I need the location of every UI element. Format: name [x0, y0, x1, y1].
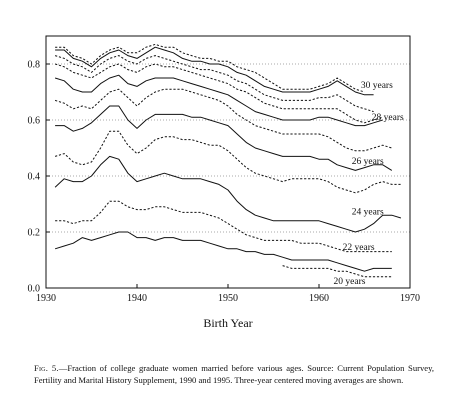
axes: 1930 1940 1950 1960 1970 0.0 0.2 0.4 0.6 0.8	[28, 60, 421, 305]
series-line-11	[282, 265, 392, 278]
chart: 1930 1940 1950 1960 1970 0.0 0.2 0.4 0.6 0.8 30 y…	[28, 35, 421, 330]
caption-label: Fig. 5.	[34, 363, 59, 373]
y-tick-label-0: 0.0	[28, 284, 41, 295]
series-line-1	[55, 46, 374, 96]
series-label-1: 28 years	[372, 113, 404, 123]
series-label-4: 22 years	[343, 243, 375, 253]
series-line-2	[54, 55, 374, 113]
series-line-0	[55, 43, 365, 93]
x-tick-label-1: 1940	[127, 293, 147, 304]
series-line-4	[54, 74, 383, 127]
x-tick-label-0: 1930	[36, 293, 56, 304]
series-line-9	[55, 200, 392, 253]
series-line-6	[55, 105, 393, 171]
y-tick-label-3: 0.6	[28, 116, 41, 127]
y-tick-label-1: 0.2	[28, 228, 41, 239]
series-line-8	[54, 155, 402, 233]
series-layer	[54, 43, 402, 278]
series-label-2: 26 years	[352, 157, 384, 167]
x-tick-label-4: 1970	[400, 293, 420, 304]
y-tick-label-4: 0.8	[28, 60, 41, 71]
series-label-3: 24 years	[352, 207, 384, 217]
x-axis-title: Birth Year	[203, 316, 252, 330]
chart-svg: 1930 1940 1950 1960 1970 0.0 0.2 0.4 0.6 0.8 30 y…	[28, 35, 421, 330]
line-labels: 30 years 28 years 26 years 24 years 22 years…	[334, 81, 404, 287]
x-tick-label-2: 1950	[218, 293, 238, 304]
grid	[46, 63, 410, 233]
y-tick-label-2: 0.4	[28, 172, 41, 183]
caption-text: —Fraction of college graduate women marr…	[34, 363, 434, 386]
figure-caption: Fig. 5.—Fraction of college graduate wom…	[34, 362, 434, 386]
series-line-7	[54, 130, 401, 194]
series-line-5	[54, 88, 392, 152]
series-line-3	[54, 63, 383, 124]
series-line-10	[54, 231, 392, 272]
x-tick-label-3: 1960	[309, 293, 329, 304]
series-label-5: 20 years	[334, 277, 366, 287]
series-label-0: 30 years	[361, 81, 393, 91]
